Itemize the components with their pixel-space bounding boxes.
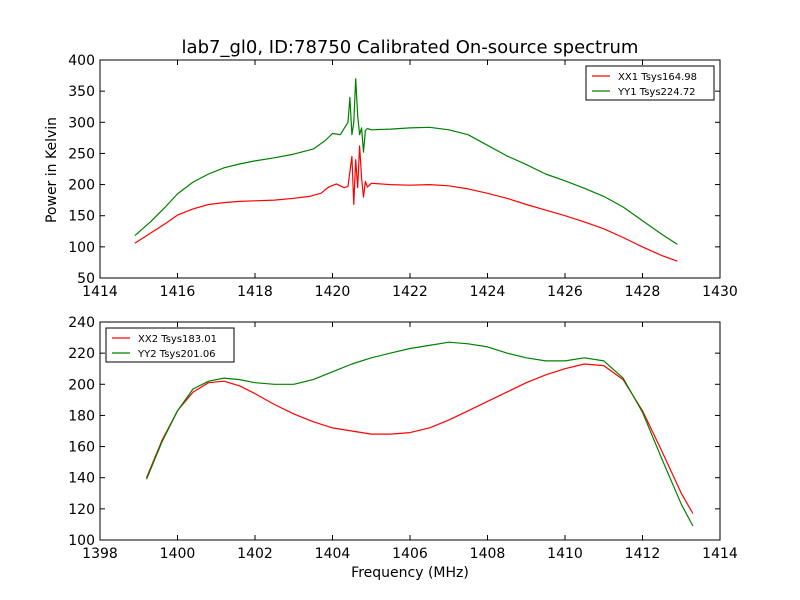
top-y-axis-label: Power in Kelvin bbox=[44, 117, 60, 223]
bottom-y-tick-label: 240 bbox=[68, 315, 95, 331]
bottom-series-line-1 bbox=[145, 363, 694, 514]
top-legend-box bbox=[585, 65, 715, 101]
bottom-x-tick-label: 1408 bbox=[470, 546, 506, 562]
top-y-tick-label: 350 bbox=[68, 84, 95, 100]
bottom-y-tick-label: 160 bbox=[68, 440, 95, 456]
top-y-tick-label: 150 bbox=[68, 209, 95, 225]
bottom-plot: 1398 1400 1402 1404 1406 1408 1410 1412 1414 100 1… bbox=[68, 315, 738, 562]
bottom-x-tick-label: 1400 bbox=[160, 546, 196, 562]
top-legend-label-1: XX1 Tsys164.98 bbox=[618, 72, 697, 83]
bottom-x-axis-label: Frequency (MHz) bbox=[351, 565, 469, 581]
top-y-tick-label: 250 bbox=[68, 146, 95, 162]
top-x-tick-label: 1414 bbox=[82, 284, 118, 300]
bottom-y-tick-label: 120 bbox=[68, 502, 95, 518]
top-x-tick-label: 1430 bbox=[702, 284, 738, 300]
bottom-legend: XX2 Tsys183.01 YY2 Tsys201.06 bbox=[105, 327, 235, 363]
top-x-tick-label: 1426 bbox=[547, 284, 583, 300]
top-y-tick-label: 50 bbox=[77, 271, 95, 287]
top-y-tick-label: 200 bbox=[68, 178, 95, 194]
bottom-x-tick-label: 1398 bbox=[82, 546, 118, 562]
bottom-series-line-2 bbox=[145, 341, 694, 527]
top-legend-label-2: YY1 Tsys224.72 bbox=[617, 87, 696, 98]
bottom-x-tick-label: 1402 bbox=[237, 546, 273, 562]
bottom-x-tick-label: 1414 bbox=[702, 546, 738, 562]
top-y-tick-label: 400 bbox=[68, 53, 95, 69]
top-plot: 1414 1416 1418 1420 1422 1424 1426 1428 1430 50 10… bbox=[68, 53, 738, 300]
bottom-legend-label-2: YY2 Tsys201.06 bbox=[137, 349, 216, 360]
bottom-y-tick-label: 100 bbox=[68, 533, 95, 549]
top-x-tick-label: 1420 bbox=[315, 284, 351, 300]
top-legend: XX1 Tsys164.98 YY1 Tsys224.72 bbox=[585, 65, 715, 101]
bottom-x-tick-label: 1412 bbox=[625, 546, 661, 562]
top-x-tick-label: 1428 bbox=[625, 284, 661, 300]
chart-title: lab7_gl0, ID:78750 Calibrated On-source … bbox=[182, 37, 639, 58]
top-x-tick-label: 1416 bbox=[160, 284, 196, 300]
top-series-line-1 bbox=[134, 145, 678, 262]
top-x-tick-label: 1422 bbox=[392, 284, 428, 300]
bottom-legend-box bbox=[105, 327, 235, 363]
bottom-x-tick-label: 1410 bbox=[547, 546, 583, 562]
bottom-x-tick-label: 1404 bbox=[315, 546, 351, 562]
top-x-tick-label: 1418 bbox=[237, 284, 273, 300]
bottom-y-tick-label: 200 bbox=[68, 377, 95, 393]
top-y-tick-label: 300 bbox=[68, 115, 95, 131]
bottom-legend-label-1: XX2 Tsys183.01 bbox=[138, 334, 217, 345]
top-y-tick-label: 100 bbox=[68, 240, 95, 256]
bottom-y-tick-label: 140 bbox=[68, 471, 95, 487]
top-x-tick-label: 1424 bbox=[470, 284, 506, 300]
bottom-y-tick-label: 220 bbox=[68, 346, 95, 362]
bottom-y-tick-label: 180 bbox=[68, 408, 95, 424]
top-series-line-2 bbox=[134, 78, 678, 245]
bottom-x-tick-label: 1406 bbox=[392, 546, 428, 562]
